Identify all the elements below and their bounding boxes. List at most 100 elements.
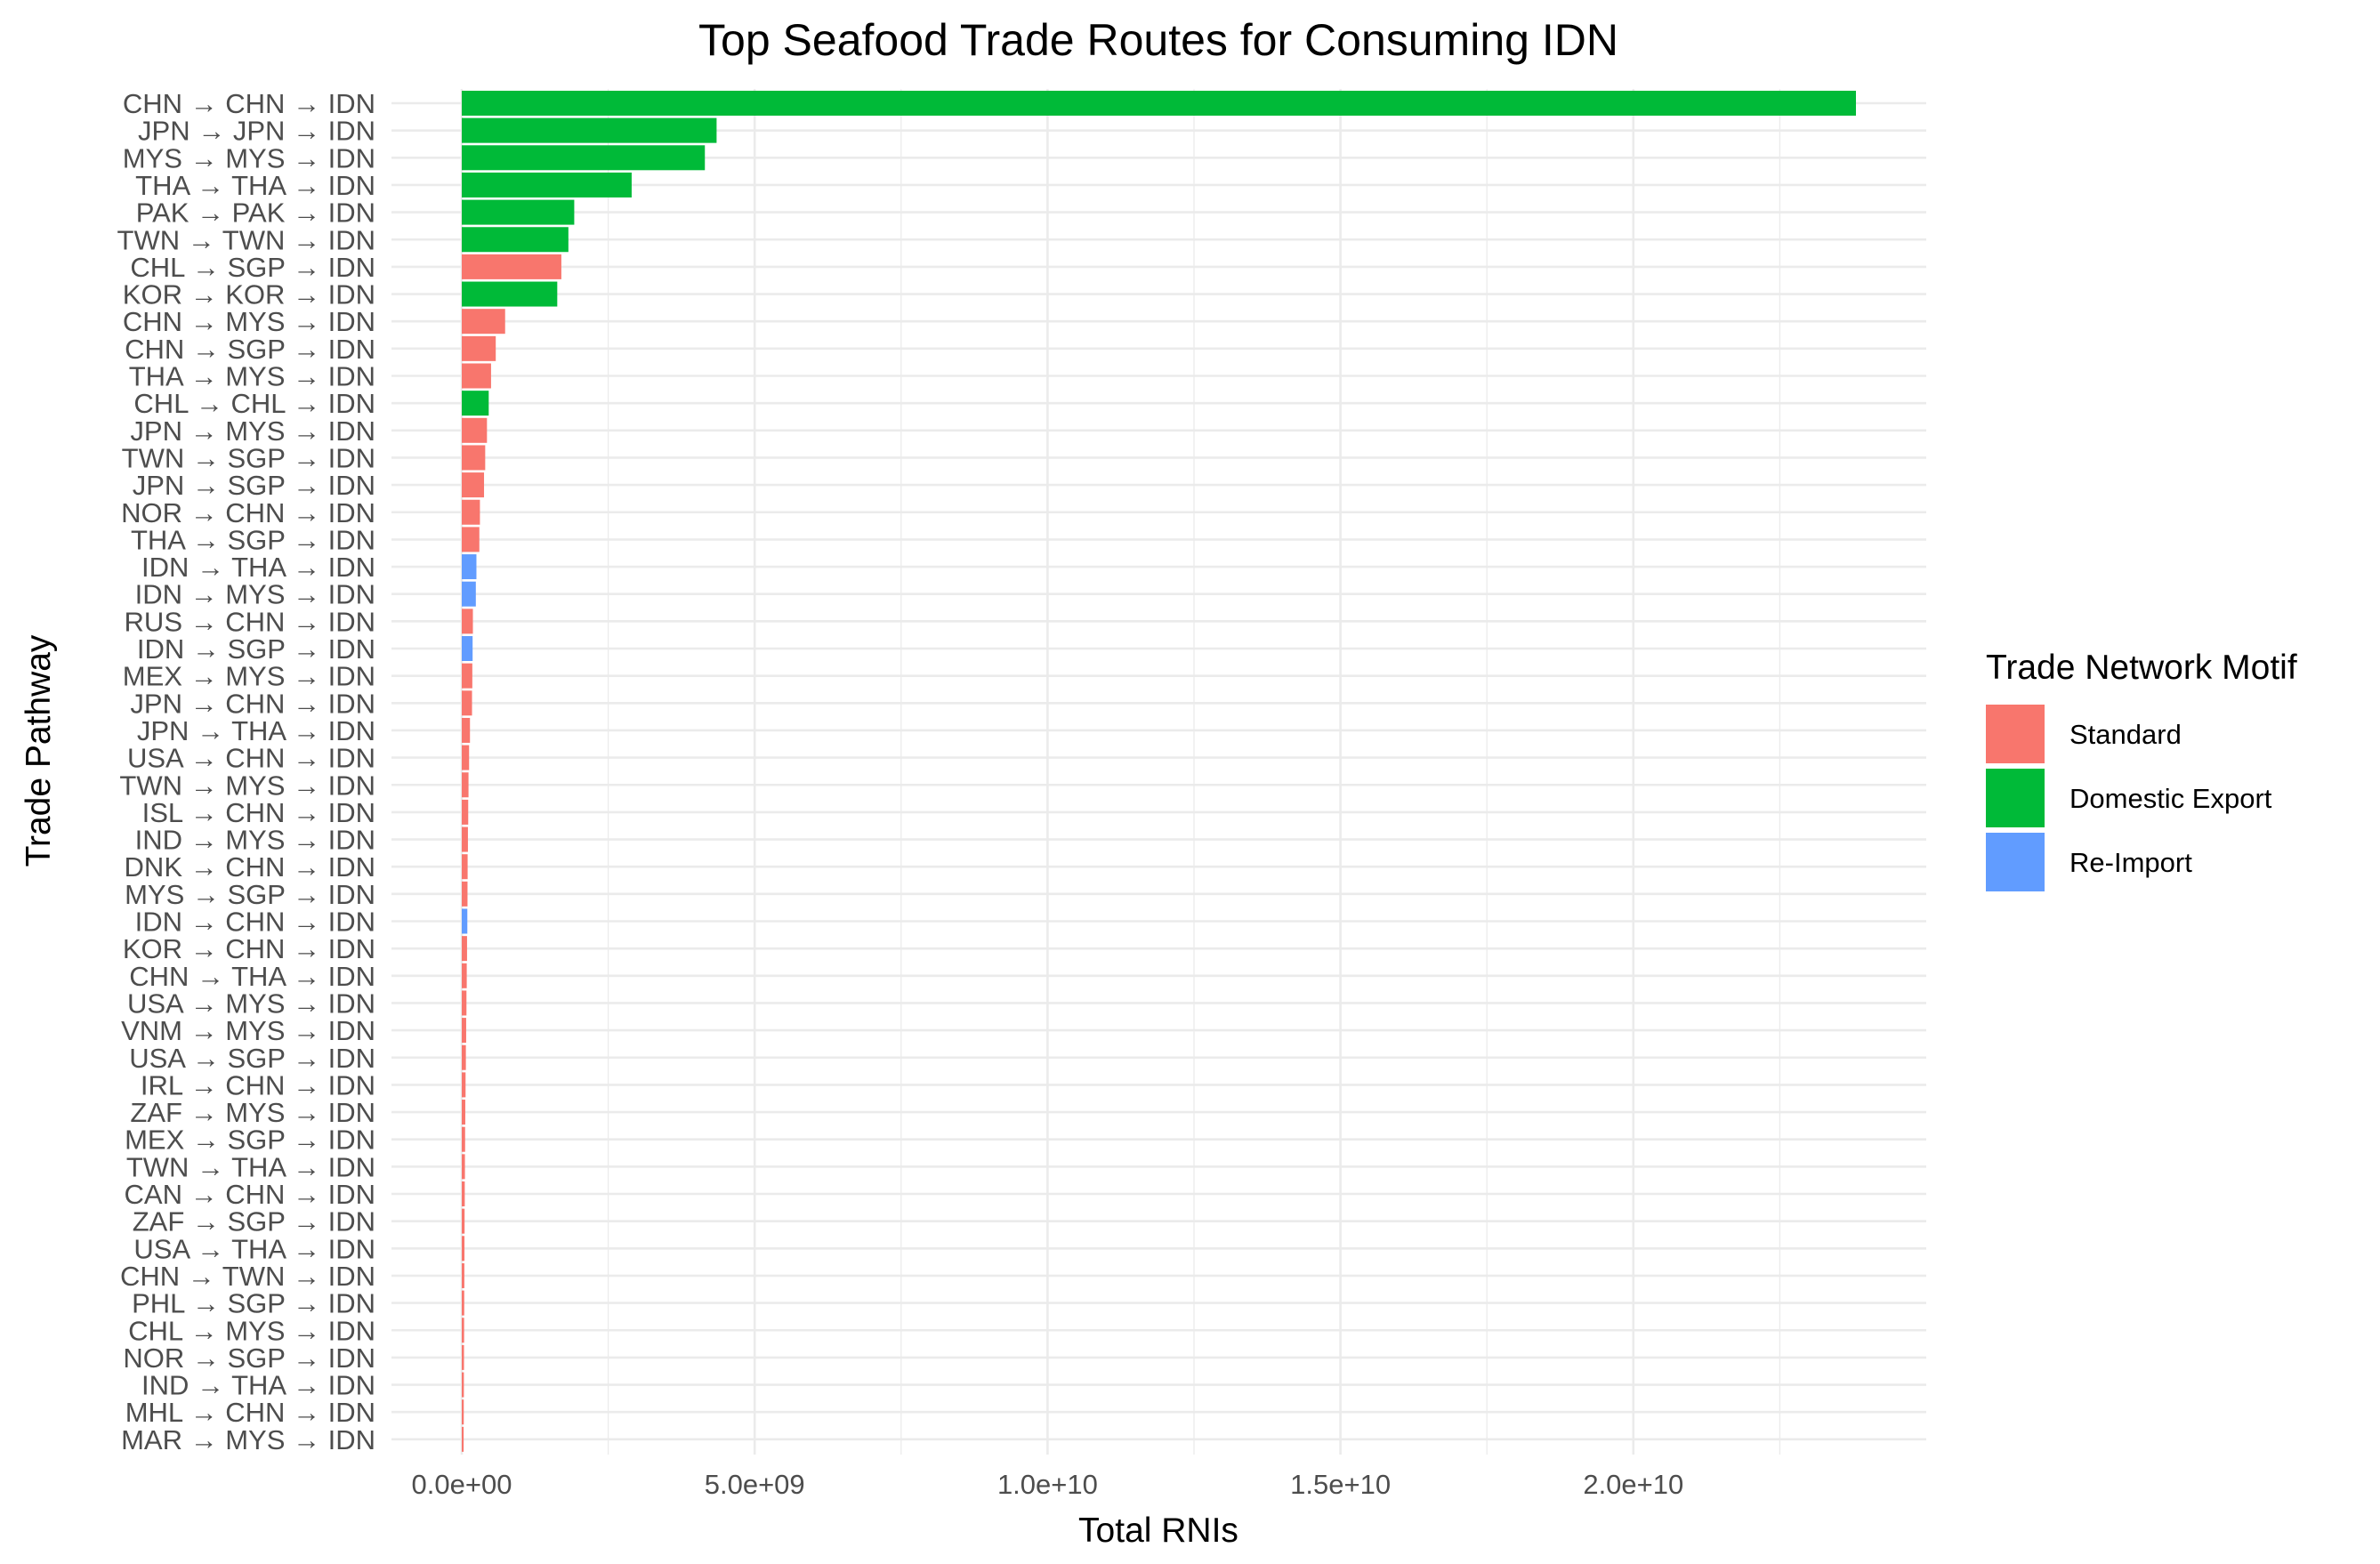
x-axis-title: Total RNIs [1078,1512,1238,1550]
x-tick-label: 2.0e+10 [1583,1469,1683,1500]
bar [462,335,496,361]
bar [462,690,472,716]
y-tick-label: CHN → MYS → IDN [123,306,375,337]
y-tick-label: JPN → CHN → IDN [130,688,375,719]
y-tick-label: THA → MYS → IDN [129,361,375,392]
y-tick-label: JPN → THA → IDN [137,715,375,746]
y-tick-label: NOR → SGP → IDN [123,1342,375,1374]
y-tick-label: USA → MYS → IDN [127,988,375,1019]
bar [462,1100,465,1125]
bar [462,581,476,607]
y-tick-label: ZAF → SGP → IDN [133,1206,375,1237]
y-tick-label: DNK → CHN → IDN [125,851,375,883]
y-tick-label: MYS → MYS → IDN [123,142,375,173]
y-tick-label: CAN → CHN → IDN [125,1179,375,1210]
y-tick-label: THA → SGP → IDN [131,524,375,555]
y-tick-label: JPN → JPN → IDN [138,116,375,147]
bar [462,117,717,143]
bar [462,499,480,525]
y-tick-label: PAK → PAK → IDN [136,198,375,229]
legend-swatch [1986,769,2045,827]
y-tick-label: USA → CHN → IDN [127,743,375,774]
bar [462,91,1856,116]
bar [462,554,477,580]
bar [462,745,470,770]
bar [462,1236,465,1262]
y-tick-label: ISL → CHN → IDN [142,797,375,828]
bar [462,609,473,634]
bar [462,1044,466,1070]
bar [462,636,473,661]
legend-items: Standard Domestic Export Re-Import [1986,705,2272,891]
y-tick-label: CHN → CHN → IDN [123,88,375,119]
bar [462,1208,465,1234]
bar [462,1426,464,1452]
y-tick-label: CHN → TWN → IDN [120,1261,375,1292]
y-tick-label: MAR → MYS → IDN [121,1424,375,1455]
x-tick-label: 1.5e+10 [1290,1469,1391,1500]
bar [462,1318,464,1343]
bar [462,172,632,198]
bar [462,799,469,825]
bar [462,1154,465,1180]
y-tick-label: IRL → CHN → IDN [141,1069,375,1100]
y-tick-label: JPN → MYS → IDN [130,415,375,447]
y-tick-label: KOR → CHN → IDN [123,933,375,964]
y-tick-label: JPN → SGP → IDN [133,470,375,501]
y-tick-label: TWN → TWN → IDN [117,224,375,255]
bar [462,391,489,416]
y-tick-label: IDN → MYS → IDN [135,579,375,610]
x-tick-label: 5.0e+09 [705,1469,805,1500]
legend-swatch [1986,833,2045,891]
y-tick-label: IDN → CHN → IDN [135,907,375,938]
y-tick-label: IDN → THA → IDN [141,552,375,583]
bar [462,145,706,171]
y-tick-label: MHL → CHN → IDN [125,1397,375,1428]
bar [462,990,467,1016]
bar [462,472,485,498]
bar [462,281,558,307]
y-axis-title: Trade Pathway [20,634,58,867]
y-tick-label: MEX → SGP → IDN [125,1125,375,1156]
y-tick-label: CHN → THA → IDN [129,961,375,992]
bar [462,527,480,552]
legend-label: Re-Import [2069,847,2192,878]
y-tick-label: CHL → CHL → IDN [133,388,375,419]
bar [462,663,472,689]
bar [462,1372,464,1398]
y-tick-label: CHL → MYS → IDN [128,1315,375,1346]
legend: Trade Network Motif Standard Domestic Exp… [1986,649,2297,891]
bar [462,417,488,443]
bar [462,826,468,852]
bar [462,363,491,389]
y-tick-label: USA → SGP → IDN [129,1043,375,1074]
bar [462,227,569,253]
y-tick-label: KOR → KOR → IDN [123,279,375,310]
legend-title: Trade Network Motif [1986,649,2297,687]
bar [462,254,561,279]
bar [462,309,505,335]
bar [462,1018,466,1044]
x-axis-tick-labels: 0.0e+00 5.0e+09 1.0e+10 1.5e+10 2.0e+10 [412,1469,1684,1500]
legend-swatch [1986,705,2045,763]
legend-label: Domestic Export [2069,783,2272,814]
y-tick-label: TWN → MYS → IDN [119,770,375,801]
y-tick-label: USA → THA → IDN [133,1233,375,1264]
bar [462,1181,465,1206]
x-tick-label: 0.0e+00 [412,1469,512,1500]
x-tick-label: 1.0e+10 [997,1469,1098,1500]
y-tick-label: IDN → SGP → IDN [137,633,375,665]
y-tick-label: TWN → SGP → IDN [122,442,375,473]
bar [462,1290,464,1316]
bar-series [462,91,1856,1452]
bar [462,717,471,743]
bar [462,445,486,471]
y-tick-label: VNM → MYS → IDN [121,1015,375,1046]
y-tick-label: ZAF → MYS → IDN [130,1097,375,1128]
bar [462,199,575,225]
bar [462,1072,466,1098]
y-tick-label: THA → THA → IDN [135,170,375,201]
y-tick-label: CHL → SGP → IDN [130,252,375,283]
